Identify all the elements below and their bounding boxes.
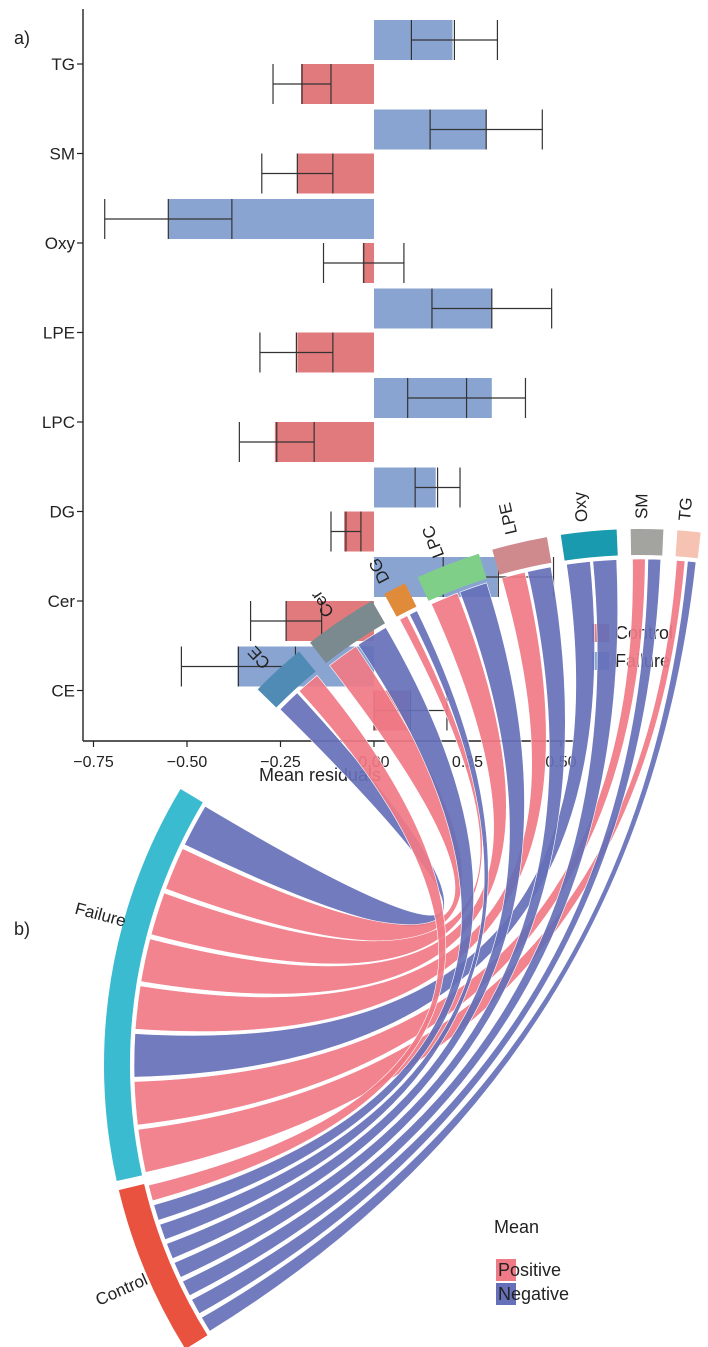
ribbon-positive — [150, 615, 483, 965]
segment-label-tg: TG — [675, 496, 696, 521]
y-tick-label: SM — [50, 145, 76, 164]
segment-control — [118, 1184, 208, 1347]
error-bar — [429, 109, 543, 150]
segment-cer — [310, 600, 385, 664]
ribbon-positive — [148, 674, 447, 1202]
y-tick-label: Cer — [48, 592, 76, 611]
error-bar — [410, 20, 499, 60]
y-tick-label: TG — [51, 55, 75, 74]
panel-b-label: b) — [14, 919, 30, 939]
ribbon-negative — [201, 560, 697, 1332]
segment-label-lpc: LPC — [418, 523, 448, 561]
segment-oxy — [560, 529, 618, 561]
ribbon-positive — [133, 558, 646, 1126]
ribbons — [133, 558, 697, 1332]
error-bar — [272, 64, 332, 104]
error-bar — [104, 199, 233, 239]
legend-label: Positive — [498, 1260, 561, 1280]
ribbon-negative — [191, 558, 662, 1315]
segment-ce — [257, 651, 316, 708]
segment-lpc — [417, 553, 487, 601]
y-tick-label: LPC — [42, 413, 75, 432]
ribbon-negative — [153, 627, 474, 1221]
error-bar — [261, 153, 334, 194]
legend-label: Negative — [498, 1284, 569, 1304]
x-tick-label: −0.50 — [167, 754, 208, 771]
segment-label-control: Control — [93, 1270, 151, 1310]
y-tick-label: LPE — [43, 324, 75, 343]
error-bar — [407, 378, 527, 418]
ribbon-negative — [159, 610, 489, 1241]
legend-title: Mean — [494, 1217, 539, 1237]
x-tick-label: −0.75 — [73, 754, 114, 771]
ribbon-negative — [166, 582, 525, 1260]
y-tick-label: CE — [51, 682, 75, 701]
legend-swatch — [496, 1259, 516, 1281]
segment-lpe — [492, 537, 552, 575]
y-tick-label: DG — [50, 503, 76, 522]
error-bar — [238, 422, 315, 462]
ribbon-negative — [182, 559, 618, 1297]
segment-label-lpe: LPE — [495, 501, 521, 537]
error-bar — [431, 288, 553, 329]
segment-failure — [103, 788, 203, 1182]
segment-label-failure: Failure — [73, 899, 128, 931]
panel-a-label: a) — [14, 28, 30, 48]
ribbon-positive — [140, 592, 507, 995]
ribbon-negative — [173, 566, 566, 1278]
y-tick-label: Oxy — [45, 234, 76, 253]
error-bar — [330, 511, 362, 552]
error-bar — [322, 243, 405, 283]
legend-swatch — [496, 1283, 516, 1305]
segment-label-sm: SM — [632, 493, 651, 519]
segment-tg — [675, 530, 701, 559]
chord-legend: Mean Positive Negative — [494, 1217, 569, 1305]
segment-dg — [384, 583, 417, 617]
error-bar — [259, 332, 334, 373]
segment-label-oxy: Oxy — [570, 491, 592, 523]
ribbon-positive — [134, 571, 547, 1032]
bar-chart: TGSMOxyLPELPCDGCerCE−0.75−0.50−0.250.000… — [42, 9, 673, 785]
error-bar — [249, 601, 323, 641]
x-tick-label: −0.25 — [260, 754, 301, 771]
segment-sm — [630, 529, 664, 556]
error-bar — [414, 467, 461, 508]
